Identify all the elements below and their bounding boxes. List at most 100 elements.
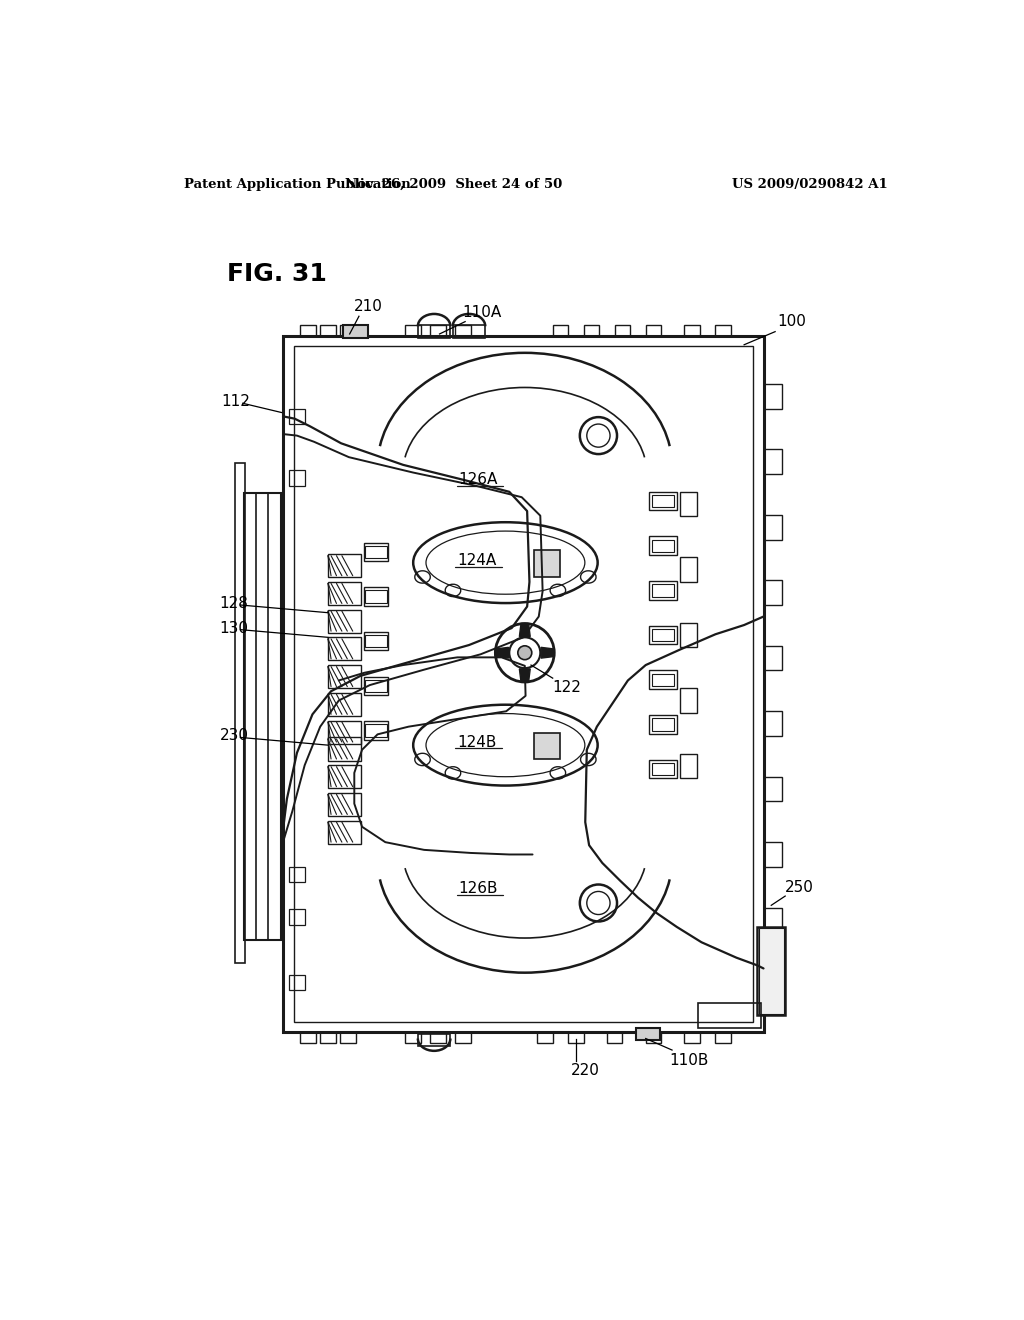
Bar xyxy=(406,325,421,335)
Bar xyxy=(289,974,305,990)
Bar xyxy=(607,1032,623,1043)
Bar xyxy=(764,776,782,801)
Bar xyxy=(455,325,471,335)
Bar xyxy=(535,550,560,577)
Bar xyxy=(321,325,336,335)
Bar xyxy=(364,543,388,561)
Bar xyxy=(289,867,305,882)
Bar xyxy=(684,1032,700,1043)
Text: Patent Application Publication: Patent Application Publication xyxy=(183,178,411,190)
Bar xyxy=(343,326,369,338)
Bar xyxy=(649,536,677,554)
Text: 128: 128 xyxy=(219,595,249,611)
Bar xyxy=(568,1032,584,1043)
Bar xyxy=(340,325,356,335)
Bar xyxy=(366,725,387,737)
Bar xyxy=(649,671,677,689)
Bar xyxy=(758,927,785,1015)
Bar xyxy=(453,326,485,338)
Bar xyxy=(430,1032,445,1043)
Bar xyxy=(283,335,764,1032)
Text: 110A: 110A xyxy=(463,305,502,321)
Bar xyxy=(697,1003,761,1028)
Text: US 2009/0290842 A1: US 2009/0290842 A1 xyxy=(732,178,888,190)
Bar xyxy=(430,325,445,335)
Bar xyxy=(680,754,697,779)
Bar xyxy=(684,325,700,335)
Bar xyxy=(364,587,388,606)
Bar xyxy=(759,928,783,1014)
Bar xyxy=(418,326,451,338)
Bar xyxy=(764,711,782,737)
Text: 210: 210 xyxy=(354,298,383,314)
Bar xyxy=(652,628,674,642)
Bar xyxy=(646,1032,662,1043)
Bar xyxy=(328,610,360,632)
Bar xyxy=(716,1032,731,1043)
Bar xyxy=(366,635,387,647)
Bar xyxy=(764,384,782,409)
Text: 100: 100 xyxy=(777,314,806,330)
Bar xyxy=(614,325,630,335)
Text: FIG. 31: FIG. 31 xyxy=(227,263,327,286)
Bar xyxy=(649,581,677,599)
Bar xyxy=(245,494,282,940)
Text: 220: 220 xyxy=(571,1063,600,1078)
Bar xyxy=(764,645,782,671)
Bar xyxy=(652,718,674,730)
Bar xyxy=(234,462,245,964)
Bar xyxy=(321,1032,336,1043)
Bar xyxy=(406,1032,421,1043)
Bar xyxy=(649,492,677,511)
Bar xyxy=(364,677,388,696)
Bar xyxy=(649,626,677,644)
Bar xyxy=(716,325,731,335)
Polygon shape xyxy=(519,624,530,636)
Bar xyxy=(455,1032,471,1043)
Bar xyxy=(646,325,662,335)
Bar xyxy=(418,1034,451,1047)
Bar xyxy=(680,623,697,647)
Text: 122: 122 xyxy=(553,681,582,696)
Bar xyxy=(328,693,360,715)
Bar xyxy=(652,540,674,552)
Text: 230: 230 xyxy=(219,729,249,743)
Bar xyxy=(364,632,388,651)
Text: 112: 112 xyxy=(221,395,250,409)
Bar xyxy=(366,590,387,603)
Bar xyxy=(364,721,388,739)
Polygon shape xyxy=(496,647,509,659)
Text: 250: 250 xyxy=(785,879,814,895)
Bar xyxy=(289,409,305,424)
Bar xyxy=(328,821,360,843)
Bar xyxy=(328,638,360,660)
Bar xyxy=(328,721,360,743)
Text: 124B: 124B xyxy=(457,734,497,750)
Text: 126A: 126A xyxy=(459,473,498,487)
Bar xyxy=(649,715,677,734)
Bar xyxy=(289,470,305,486)
Bar xyxy=(328,554,360,577)
Bar xyxy=(538,1032,553,1043)
Bar xyxy=(584,325,599,335)
Bar xyxy=(764,515,782,540)
Bar xyxy=(649,760,677,779)
Bar xyxy=(300,1032,315,1043)
Bar xyxy=(764,842,782,867)
Text: 124A: 124A xyxy=(457,553,497,568)
Bar xyxy=(328,793,360,816)
Bar xyxy=(328,766,360,788)
Polygon shape xyxy=(541,647,554,659)
Circle shape xyxy=(518,645,531,660)
Bar xyxy=(300,325,315,335)
Text: 130: 130 xyxy=(219,620,249,636)
Bar xyxy=(652,585,674,597)
Polygon shape xyxy=(519,669,530,681)
Text: 126B: 126B xyxy=(459,880,498,896)
Bar xyxy=(294,346,753,1022)
Text: 110B: 110B xyxy=(669,1053,709,1068)
Bar xyxy=(289,909,305,924)
Bar xyxy=(680,688,697,713)
Bar xyxy=(535,733,560,759)
Bar xyxy=(366,680,387,692)
